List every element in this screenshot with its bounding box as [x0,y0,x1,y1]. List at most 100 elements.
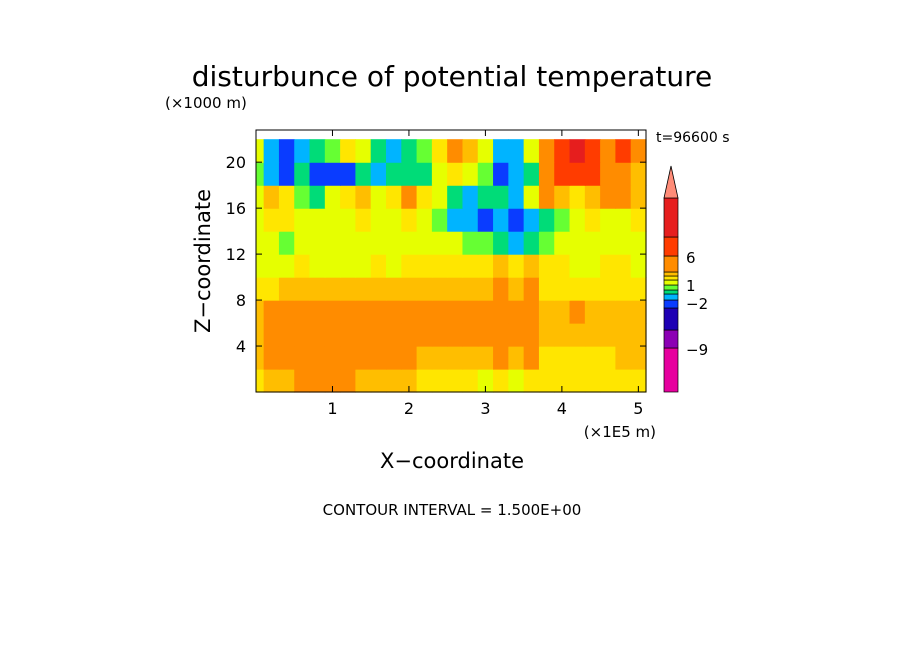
heatmap-cell [493,231,509,255]
heatmap-cell [256,231,265,255]
heatmap-cell [447,346,464,370]
heatmap-cell [256,300,265,324]
heatmap-cell [538,162,555,186]
heatmap-cell [340,162,357,186]
heatmap-cell [508,277,525,301]
heatmap-cell [600,139,617,163]
heatmap-cell [584,185,601,209]
heatmap-cell [355,208,372,232]
heatmap-cell [462,323,479,347]
heatmap-cell [355,369,372,393]
heatmap-cell [256,139,265,163]
time-label: t=96600 s [656,130,730,146]
y-axis-ticks: 4 8 12 16 20 [226,153,646,356]
heatmap-cell [355,185,372,209]
heatmap-cell [263,346,280,370]
heatmap-cell [615,185,632,209]
heatmap-cell [263,277,280,301]
heatmap-cell [294,323,311,347]
heatmap-cell [569,162,586,186]
y-tick-label: 4 [236,337,246,356]
heatmap-cell [523,185,540,209]
heatmap-cell [431,185,448,209]
heatmap-cell [630,300,647,324]
heatmap-cell [263,139,280,163]
heatmap-cell [523,231,540,255]
heatmap-cell [401,162,418,186]
heatmap-cell [355,277,372,301]
heatmap-cell [294,231,311,255]
heatmap-cell [615,254,632,278]
heatmap-cell [401,300,418,324]
heatmap-cell [462,277,479,301]
heatmap-cell [600,162,617,186]
heatmap-cell [340,208,357,232]
heatmap-cell [263,300,280,324]
heatmap-cell [584,231,601,255]
heatmap-cell [569,346,586,370]
heatmap-cell [523,208,540,232]
heatmap-cell [462,185,479,209]
heatmap-cell [554,254,571,278]
colorbar-swatch [663,329,679,349]
heatmap-cell [370,208,387,232]
heatmap-cell [278,231,295,255]
heatmap-cell [278,254,295,278]
heatmap-cell [309,323,326,347]
heatmap-cell [416,369,433,393]
heatmap-cell [340,323,357,347]
heatmap-cell [324,254,341,278]
heatmap-cell [309,346,326,370]
x-tick-label: 1 [327,399,337,418]
heatmap-cell [416,346,433,370]
heatmap-cell [386,369,402,393]
heatmap-cell [263,323,280,347]
heatmap-cell [263,231,280,255]
heatmap-cell [523,162,540,186]
heatmap-cell [523,277,540,301]
heatmap-cell [569,277,586,301]
heatmap-cell [263,162,280,186]
heatmap-cell [462,139,479,163]
heatmap-cell [538,346,555,370]
heatmap-cell [600,300,617,324]
x-tick-label: 3 [480,399,490,418]
heatmap-cell [569,369,586,393]
heatmap-cell [630,369,647,393]
heatmap-cell [401,185,418,209]
heatmap-cell [355,346,372,370]
heatmap-cell [508,323,525,347]
heatmap-cell [324,346,341,370]
heatmap-cell [324,369,341,393]
heatmap-cell [401,323,418,347]
heatmap-cell [493,208,509,232]
heatmap-cell [386,254,402,278]
heatmap-cell [462,162,479,186]
heatmap-cell [370,185,387,209]
plot-frame [255,129,647,393]
heatmap-cell [370,139,387,163]
heatmap-cell [584,208,601,232]
heatmap-cell [278,208,295,232]
heatmap-cell [538,323,555,347]
heatmap-cell [477,254,494,278]
heatmap-cell [538,300,555,324]
heatmap-cell [340,346,357,370]
heatmap-cell [294,300,311,324]
colorbar-swatch [663,284,679,291]
heatmap-cell [569,185,586,209]
heatmap-cell [278,162,295,186]
heatmap-cell [256,277,265,301]
heatmap-cell [386,346,402,370]
heatmap-cell [600,231,617,255]
heatmap-cell [615,139,632,163]
colorbar-swatch [663,275,679,281]
heatmap-cell [554,346,571,370]
heatmap-cell [615,323,632,347]
heatmap-cell [447,254,464,278]
heatmap-cell [600,254,617,278]
colorbar-swatch [663,279,679,286]
heatmap-cell [523,139,540,163]
heatmap-cell [600,277,617,301]
heatmap-cell [462,254,479,278]
